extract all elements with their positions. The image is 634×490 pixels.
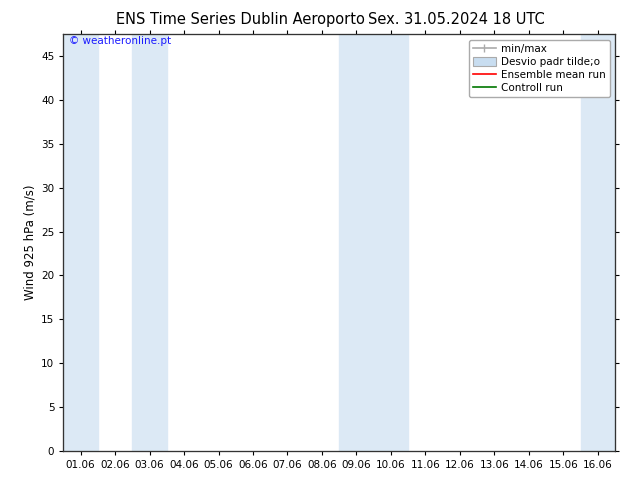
Bar [63, 34, 98, 451]
Text: © weatheronline.pt: © weatheronline.pt [69, 36, 171, 47]
Legend: min/max, Desvio padr tilde;o, Ensemble mean run, Controll run: min/max, Desvio padr tilde;o, Ensemble m… [469, 40, 610, 97]
Bar [339, 34, 408, 451]
Bar [581, 34, 615, 451]
Y-axis label: Wind 925 hPa (m/s): Wind 925 hPa (m/s) [24, 185, 37, 300]
Bar [133, 34, 167, 451]
Text: ENS Time Series Dublin Aeroporto: ENS Time Series Dublin Aeroporto [117, 12, 365, 27]
Text: Sex. 31.05.2024 18 UTC: Sex. 31.05.2024 18 UTC [368, 12, 545, 27]
